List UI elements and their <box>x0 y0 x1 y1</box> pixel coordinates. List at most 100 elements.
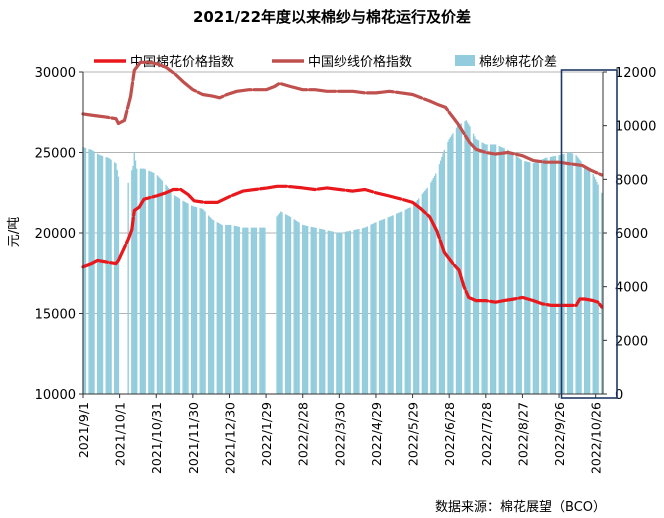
spread-bar <box>234 226 237 394</box>
left-tick-label: 25000 <box>35 147 76 162</box>
spread-bar <box>242 227 244 394</box>
spread-bar <box>170 190 172 394</box>
spread-bar <box>328 230 331 394</box>
spread-bar <box>313 227 315 394</box>
spread-bar <box>397 213 399 394</box>
spread-bar <box>524 161 526 394</box>
x-tick-label: 2021/10/1 <box>113 402 128 466</box>
spread-bar <box>575 155 577 394</box>
spread-bar <box>255 227 258 394</box>
spread-bar <box>477 140 480 394</box>
spread-bar <box>466 122 469 394</box>
spread-bar <box>96 153 99 394</box>
spread-bar <box>237 226 239 394</box>
spread-bar <box>144 169 146 394</box>
right-tick-label: 0 <box>615 388 623 403</box>
spread-bar <box>320 228 322 394</box>
spread-bar <box>536 161 538 394</box>
spread-bar <box>472 133 475 394</box>
x-tick-label: 2022/10/26 <box>589 402 604 474</box>
spread-bar <box>190 205 193 394</box>
spread-bar <box>284 214 287 394</box>
spread-bar <box>594 179 597 394</box>
spread-bar <box>465 120 467 395</box>
spread-bar <box>321 229 323 394</box>
spread-bar <box>173 195 176 394</box>
x-tick-label: 2021/11/30 <box>186 402 201 474</box>
spread-bar <box>469 126 471 394</box>
spread-bar <box>383 218 386 394</box>
spread-bar <box>422 192 425 394</box>
right-tick-label: 2000 <box>615 334 648 349</box>
spread-bar <box>535 162 537 394</box>
spread-bar <box>354 229 356 394</box>
spread-bar <box>532 163 535 394</box>
spread-bar <box>371 224 373 394</box>
spread-bar <box>388 216 391 394</box>
spread-bar <box>593 176 596 394</box>
spread-bar <box>99 155 101 394</box>
spread-bar <box>475 139 477 394</box>
spread-bar <box>286 214 288 394</box>
spread-bar <box>110 159 112 394</box>
spread-bar <box>569 152 571 394</box>
spread-bar <box>406 208 409 394</box>
spread-bar <box>159 177 161 394</box>
spread-bar <box>601 192 603 394</box>
spread-bar <box>457 125 459 395</box>
spread-bar <box>168 189 171 394</box>
spread-bar <box>311 227 314 394</box>
spread-bar <box>381 219 383 394</box>
spread-bar <box>399 212 402 394</box>
spread-bar <box>203 210 205 394</box>
spread-bar <box>551 156 553 394</box>
spread-bar <box>93 151 95 394</box>
spread-bar <box>101 155 104 394</box>
spread-bar <box>151 172 154 394</box>
spread-bar <box>243 227 245 394</box>
spread-bar <box>533 162 536 394</box>
spread-bar <box>433 175 436 394</box>
spread-bar <box>448 139 450 394</box>
spread-bar <box>549 156 552 394</box>
spread-bar <box>204 211 206 394</box>
spread-bar <box>225 224 227 394</box>
spread-bar <box>400 211 403 394</box>
spread-bar <box>348 231 350 394</box>
spread-bar <box>596 182 598 394</box>
spread-bar <box>502 147 504 394</box>
legend-label: 中国棉花价格指数 <box>130 54 234 70</box>
spread-bar <box>398 212 400 394</box>
spread-bar <box>391 215 393 394</box>
spread-bar <box>212 220 215 394</box>
yarn-index-line <box>81 60 604 177</box>
spread-bar <box>421 193 424 394</box>
spread-bar <box>541 159 543 394</box>
spread-bar <box>177 197 179 394</box>
spread-bar <box>293 219 295 394</box>
spread-bar <box>339 232 342 394</box>
spread-bar <box>322 229 325 394</box>
spread-bar <box>254 227 256 394</box>
spread-bar <box>570 153 572 394</box>
spread-bar <box>298 222 300 394</box>
spread-bar <box>405 209 408 394</box>
spread-bar <box>150 171 153 394</box>
spread-bar <box>109 158 111 394</box>
spread-bar <box>306 226 309 394</box>
spread-bar <box>527 162 530 394</box>
spread-bar <box>503 148 505 394</box>
spread-bar <box>251 227 254 394</box>
spread-bar <box>134 160 137 394</box>
spread-bar <box>363 227 365 394</box>
spread-bar <box>588 170 591 394</box>
spread-bar <box>483 143 486 394</box>
chart-title: 2021/22年度以来棉纱与棉花运行及价差 <box>193 8 471 26</box>
spread-bar <box>114 162 116 394</box>
spread-bar <box>409 207 411 394</box>
spread-bar <box>98 154 100 394</box>
spread-bar <box>486 144 488 394</box>
spread-bar <box>482 143 485 394</box>
spread-bar <box>577 158 580 394</box>
